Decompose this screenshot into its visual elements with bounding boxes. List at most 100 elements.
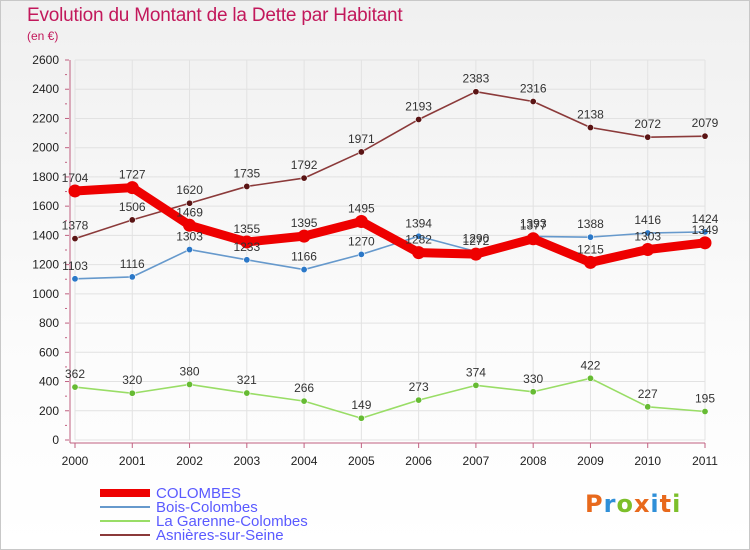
data-point: [243, 389, 251, 397]
data-point: [701, 228, 709, 236]
series-line: [74, 377, 706, 420]
data-point: [644, 133, 652, 141]
data-point: [357, 250, 365, 258]
data-point: [586, 233, 594, 241]
data-label: 149: [351, 398, 371, 412]
data-label: 1290: [463, 231, 490, 245]
data-point: [300, 397, 308, 405]
data-point: [641, 243, 655, 257]
data-label: 1303: [634, 230, 661, 244]
y-tick-label: 400: [39, 375, 59, 389]
data-label: 1704: [62, 171, 89, 185]
data-label: 1166: [291, 250, 317, 264]
data-label: 1215: [577, 242, 604, 256]
data-label: 2316: [520, 82, 547, 96]
data-label: 2072: [634, 117, 661, 131]
y-tick-label: 1200: [32, 258, 59, 272]
x-axis: 2000 2001 2002 2003 2004 2005 2006 2007 2008 2009…: [62, 442, 718, 468]
data-point: [701, 132, 709, 140]
data-point: [186, 199, 194, 207]
data-label: 1792: [291, 158, 318, 172]
data-point: [71, 383, 79, 391]
logo-letter: P: [585, 490, 604, 518]
data-point: [186, 246, 194, 254]
data-label: 1735: [233, 166, 260, 180]
data-label: 266: [294, 381, 314, 395]
data-point: [415, 232, 423, 240]
logo-letter: i: [650, 490, 660, 518]
data-point: [529, 98, 537, 106]
data-label: 362: [65, 367, 85, 381]
data-point: [357, 414, 365, 422]
series-line: [70, 183, 710, 267]
data-label: 321: [237, 373, 257, 387]
logo-letter: o: [616, 490, 634, 518]
series-line: [74, 90, 706, 240]
series-line: [74, 231, 706, 280]
data-label: 1303: [176, 230, 203, 244]
data-label: 1506: [119, 200, 146, 214]
y-tick-label: 1000: [32, 287, 59, 301]
y-tick-label: 1800: [32, 170, 59, 184]
data-point: [472, 381, 480, 389]
data-label: 1349: [692, 223, 719, 237]
data-label: 1233: [233, 240, 260, 254]
legend-label: Bois-Colombes: [156, 499, 258, 516]
data-label: 1393: [520, 216, 547, 230]
data-point: [415, 115, 423, 123]
y-tick-label: 2400: [32, 82, 59, 96]
data-point: [300, 174, 308, 182]
x-tick-label: 2011: [692, 454, 718, 468]
data-point: [698, 236, 712, 250]
data-label: 422: [580, 358, 600, 372]
chart-title: Evolution du Montant de la Dette par Hab…: [27, 5, 403, 26]
data-point: [644, 229, 652, 237]
x-tick-label: 2008: [520, 454, 547, 468]
data-point: [412, 246, 426, 260]
x-tick-label: 2007: [463, 454, 490, 468]
proxiti-logo: Proxiti: [585, 490, 681, 518]
data-point: [128, 273, 136, 281]
y-tick-label: 2000: [32, 141, 59, 155]
y-tick-label: 1400: [32, 228, 59, 242]
data-label: 1495: [348, 202, 375, 216]
data-point: [586, 374, 594, 382]
y-axis: 0 200 400 600 800 1000 1200 1400 1600 1800 2000 220…: [32, 53, 71, 447]
data-point: [529, 388, 537, 396]
data-point: [586, 124, 594, 132]
data-point: [300, 266, 308, 274]
x-tick-label: 2009: [577, 454, 604, 468]
data-label: 330: [523, 372, 543, 386]
x-tick-label: 2001: [119, 454, 146, 468]
data-label: 1424: [692, 212, 719, 226]
x-tick-label: 2000: [62, 454, 89, 468]
data-label: 2193: [405, 99, 432, 113]
logo-letter: i: [672, 490, 682, 518]
data-label: 1378: [62, 219, 89, 233]
chart-subtitle: (en €): [27, 29, 59, 43]
logo-letter: x: [633, 490, 651, 518]
data-label: 380: [180, 364, 200, 378]
data-label: 273: [409, 380, 429, 394]
data-point: [128, 389, 136, 397]
data-point: [415, 396, 423, 404]
data-label: 1971: [348, 132, 375, 146]
data-label: 1103: [62, 259, 88, 273]
x-tick-label: 2006: [405, 454, 432, 468]
data-point: [68, 184, 82, 198]
data-point: [240, 235, 254, 249]
data-point: [469, 247, 483, 261]
data-label: 1416: [634, 213, 661, 227]
data-point: [297, 229, 311, 243]
data-point: [71, 275, 79, 283]
data-point: [357, 148, 365, 156]
data-label: 1355: [233, 222, 260, 236]
legend-label: La Garenne-Colombes: [156, 513, 308, 530]
data-point: [186, 380, 194, 388]
data-label: 1394: [405, 216, 432, 230]
data-label: 1395: [291, 216, 318, 230]
data-label: 1282: [405, 233, 432, 247]
x-tick-label: 2005: [348, 454, 375, 468]
